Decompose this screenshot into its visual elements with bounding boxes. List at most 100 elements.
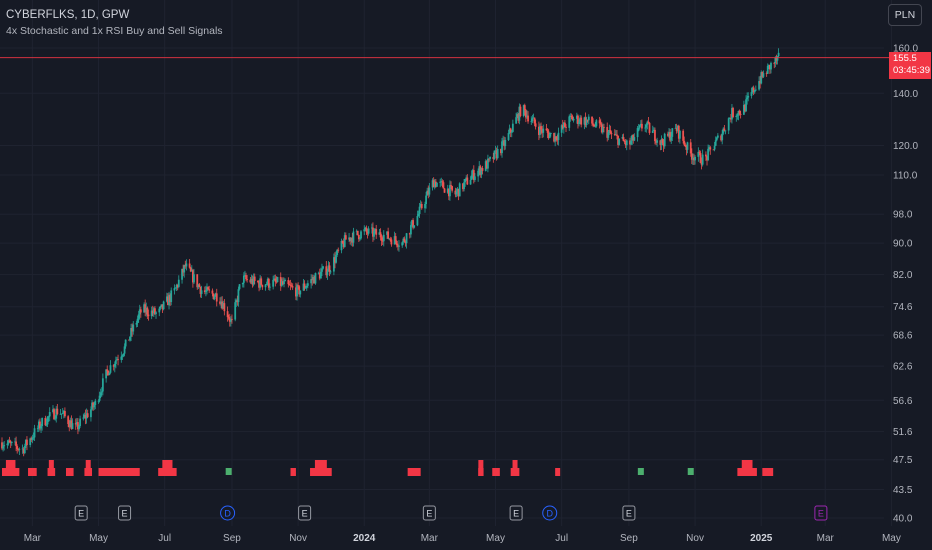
candle-body [367, 228, 370, 234]
candle-body [685, 146, 688, 150]
candle-body [8, 440, 11, 443]
dividend-marker[interactable]: D [220, 505, 236, 521]
candle-body [206, 287, 208, 292]
candle-body [143, 304, 145, 313]
future-earnings-marker[interactable]: E [814, 505, 828, 521]
earnings-marker-box [509, 505, 523, 521]
candle-body [349, 237, 352, 242]
candle-body [241, 282, 244, 285]
candle-body [77, 422, 79, 430]
candle-body [275, 281, 278, 283]
sell-signal-block [5, 460, 16, 468]
candle-body [299, 290, 302, 295]
candle-body [446, 188, 449, 193]
sell-signal-block [492, 468, 500, 476]
candle-body [41, 418, 44, 427]
candle-body [341, 240, 344, 243]
y-tick-label: 74.6 [893, 302, 913, 313]
y-tick-label: 40.0 [893, 514, 913, 525]
candle-body [122, 353, 125, 356]
candle-body [264, 284, 267, 288]
currency-button[interactable]: PLN [888, 4, 922, 26]
candle-body [674, 127, 677, 129]
candle-body [260, 278, 263, 285]
candle-body [351, 237, 354, 243]
candle-body [489, 157, 491, 159]
candle-body [381, 240, 384, 242]
candle-body [396, 245, 399, 247]
earnings-marker-box [814, 505, 828, 521]
candle-body [64, 411, 66, 417]
candle-body [71, 423, 74, 429]
candle-body [466, 177, 469, 185]
candle-body [136, 318, 139, 323]
candle-body [154, 308, 156, 314]
candle-body [677, 125, 680, 139]
candle-body [478, 166, 481, 171]
candle-body [137, 314, 140, 319]
indicator-legend[interactable]: 4x Stochastic and 1x RSI Buy and Sell Si… [6, 25, 223, 37]
candle-body [364, 227, 367, 230]
candle-body [518, 106, 521, 121]
candle-body [706, 156, 708, 161]
candle-body [418, 206, 421, 215]
candle-body [252, 276, 255, 285]
candle-body [191, 270, 194, 283]
symbol-title[interactable]: CYBERFLKS, 1D, GPW [6, 9, 130, 21]
candle-body [22, 448, 25, 454]
candle-body [212, 293, 215, 300]
candle-body [350, 237, 353, 242]
candle-body [700, 162, 703, 165]
candle-body [469, 179, 472, 185]
sell-signal-block [762, 468, 774, 476]
candle-body [427, 190, 430, 195]
candle-body [220, 301, 222, 304]
candle-body [584, 117, 587, 126]
candle-body [177, 279, 180, 287]
price-axis[interactable]: 160.0 140.0 120.0 110.0 98.0 90.0 82.0 74.6 68.6… [893, 44, 918, 525]
candle-body [344, 235, 347, 240]
candle-body [742, 104, 745, 115]
candle-body [618, 138, 621, 145]
candle-body [493, 150, 496, 160]
candle-body [547, 132, 550, 139]
candle-body [439, 181, 442, 183]
candlestick-series [1, 48, 780, 457]
candle-body [405, 233, 408, 244]
earnings-marker[interactable]: E [298, 505, 312, 521]
earnings-marker[interactable]: E [622, 505, 636, 521]
y-tick-label: 120.0 [893, 141, 918, 152]
y-tick-label: 62.6 [893, 362, 913, 373]
x-tick-label: 2024 [353, 533, 376, 544]
y-tick-label: 110.0 [893, 171, 918, 182]
time-axis[interactable]: Mar May Jul Sep Nov 2024 Mar May Jul Sep Nov 2025 Ma… [24, 533, 901, 544]
candle-body [56, 408, 59, 415]
candle-body [18, 448, 21, 450]
candle-body [610, 133, 613, 135]
candle-body [457, 188, 460, 197]
candle-body [554, 136, 557, 142]
candle-body [541, 129, 544, 133]
candle-body [492, 157, 495, 160]
earnings-marker[interactable]: E [509, 505, 523, 521]
candle-body [176, 285, 179, 287]
earnings-marker[interactable]: E [422, 505, 436, 521]
candle-body [765, 73, 768, 75]
candle-body [372, 227, 374, 237]
candle-body [648, 122, 651, 133]
candle-body [464, 178, 467, 183]
dividend-marker[interactable]: D [542, 505, 558, 521]
sell-signal-block [310, 468, 332, 476]
candle-body [291, 286, 294, 288]
candle-body [484, 161, 487, 171]
earnings-marker[interactable]: E [118, 505, 132, 521]
candle-body [68, 423, 71, 428]
event-marker-label: E [122, 509, 128, 519]
candle-body [454, 190, 457, 195]
candle-body [386, 231, 388, 235]
candle-body [420, 203, 423, 209]
candle-body [352, 231, 355, 243]
earnings-marker[interactable]: E [74, 505, 88, 521]
